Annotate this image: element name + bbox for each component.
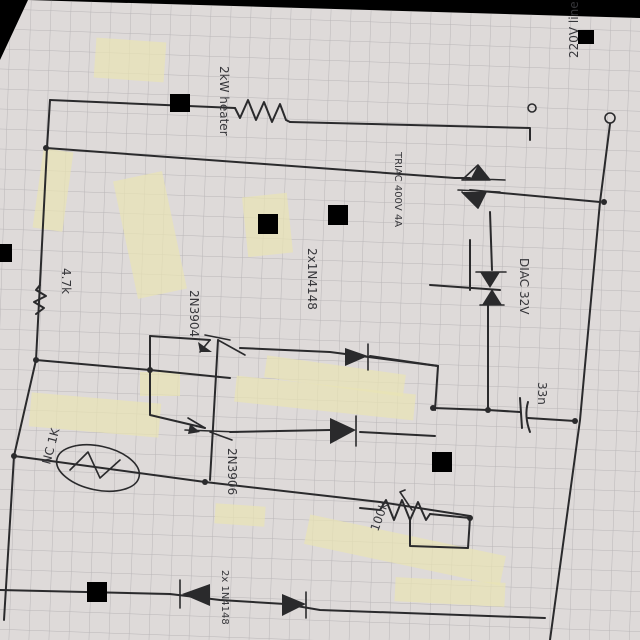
cap-label: 33n (535, 382, 549, 405)
tape-strips (28, 37, 506, 607)
heater-resistor (234, 99, 291, 123)
redaction-marks (0, 30, 594, 602)
resistor-47k (33, 284, 47, 315)
heater-label: 2kW heater (217, 66, 231, 136)
triac-symbol (454, 164, 506, 209)
ntc-thermistor (55, 443, 141, 493)
diodes-bottom-label: 2x 1N4148 (219, 570, 230, 625)
potentiometer-100k (379, 489, 431, 521)
line-label: 220V line (567, 1, 581, 58)
schematic-labels: 2kW heater 220V line TRIAC 400V 4A DIAC … (39, 1, 581, 624)
diac-symbol (475, 271, 507, 306)
diode-bottom-left (179, 579, 210, 609)
diode-upper (345, 343, 369, 371)
diac-label: DIAC 32V (517, 258, 531, 315)
npn-transistor (198, 334, 246, 356)
diodes-label: 2x1N4148 (305, 248, 319, 310)
pnp-transistor (184, 417, 239, 441)
resistor-47k-label: 4.7k (59, 268, 73, 294)
transistor-npn-label: 2N3904 (187, 290, 201, 337)
diode-middle (330, 415, 357, 447)
diode-bottom-right (282, 591, 307, 619)
transistor-pnp-label: 2N3906 (225, 448, 239, 495)
triac-label: TRIAC 400V 4A (392, 151, 403, 227)
